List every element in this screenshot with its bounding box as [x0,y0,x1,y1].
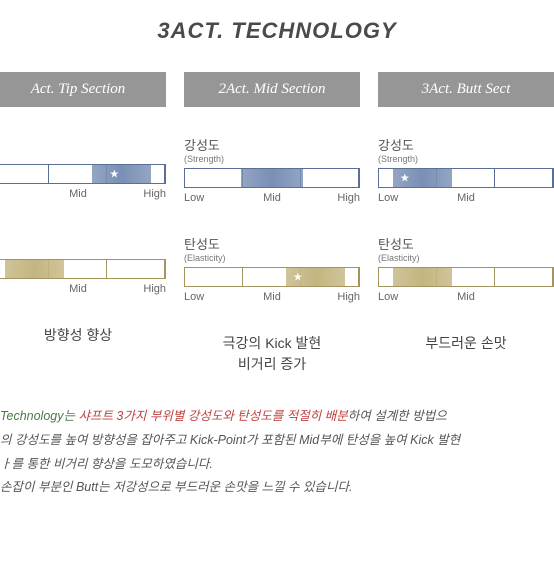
star-icon: ★ [109,168,119,181]
summary-line: 부드러운 손맛 [378,333,554,354]
elasticity-block: y) MidHigh [0,230,166,295]
section-header: 2Act. Mid Section [184,72,360,107]
elasticity-block: 탄성도(Elasticity) ★ LowMidHigh [184,234,360,303]
bar-fill [5,260,64,278]
bar [184,168,360,188]
footer-t1c: 하여 설계한 방법으 [348,409,447,423]
label-strength-en: (Strength) [184,154,360,164]
section-1: 2Act. Mid Section 강성도(Strength) LowMidHigh… [184,72,360,375]
bar-fill [92,165,151,183]
label-strength-en: (Strength) [378,154,554,164]
footer-hl1: Technology는 [0,409,78,423]
ticks: LowMid [378,192,554,204]
section-header: 3Act. Butt Sect [378,72,554,107]
section-2: 3Act. Butt Sect강성도(Strength)★LowMid탄성도(E… [378,72,554,375]
footer-line4: 손잡이 부분인 Butt는 저강성으로 부드러운 손맛을 느낄 수 있습니다. [0,476,550,500]
label-elasticity-en: (Elasticity) [378,253,554,263]
label-strength-kr: 강성도 [378,135,554,154]
strength-block: ) ★ MidHigh [0,135,166,200]
bar-fill [393,268,452,286]
footer-text: Technology는 샤프트 3가지 부위별 강성도와 탄성도를 적절히 배분… [0,405,554,500]
label-strength-kr: 강성도 [184,135,360,154]
bar [0,259,166,279]
bar: ★ [378,168,554,188]
strength-block: 강성도(Strength) ★ LowMid [378,135,554,204]
sections-row: Act. Tip Section ) ★ MidHigh y) MidHigh 방향성 … [0,72,554,375]
star-icon: ★ [400,172,410,185]
footer-line2: 의 강성도를 높여 방향성을 잡아주고 Kick-Point가 포함된 Mid부… [0,429,550,453]
label-elasticity-kr: 탄성도 [184,234,360,253]
ticks: MidHigh [0,283,166,295]
star-icon: ★ [293,271,303,284]
footer-line3: ㅏ를 통한 비거리 향상을 도모하였습니다. [0,453,550,477]
label-elasticity-en: y) [0,245,166,255]
label-elasticity-en: (Elasticity) [184,253,360,263]
section-summary: 극강의 Kick 발현비거리 증가 [184,333,360,375]
section-summary: 부드러운 손맛 [378,333,554,354]
ticks: LowMidHigh [184,192,360,204]
summary-line: 비거리 증가 [184,354,360,375]
section-header: Act. Tip Section [0,72,166,107]
summary-line: 방향성 향상 [0,325,166,346]
footer-hl2: 샤프트 3가지 부위별 강성도와 탄성도를 적절히 배분 [78,409,347,423]
label-elasticity-kr: 탄성도 [378,234,554,253]
bar: ★ [0,164,166,184]
ticks: MidHigh [0,188,166,200]
bar: ★ [184,267,360,287]
label-strength-en: ) [0,150,166,160]
strength-block: 강성도(Strength) LowMidHigh [184,135,360,204]
section-0: Act. Tip Section ) ★ MidHigh y) MidHigh 방향성 … [0,72,166,375]
ticks: LowMidHigh [184,291,360,303]
section-summary: 방향성 향상 [0,325,166,346]
main-title: 3ACT. TECHNOLOGY [0,18,554,44]
ticks: LowMid [378,291,554,303]
bar-fill [241,169,304,187]
summary-line: 극강의 Kick 발현 [184,333,360,354]
bar [378,267,554,287]
elasticity-block: 탄성도(Elasticity) LowMid [378,234,554,303]
